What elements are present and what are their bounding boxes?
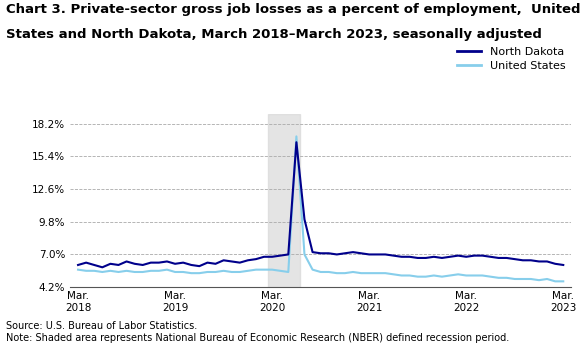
Bar: [268, 114, 300, 287]
Text: Source: U.S. Bureau of Labor Statistics.
Note: Shaded area represents National B: Source: U.S. Bureau of Labor Statistics.…: [6, 321, 509, 343]
Text: Chart 3. Private-sector gross job losses as a percent of employment,  United: Chart 3. Private-sector gross job losses…: [6, 3, 580, 17]
Legend: North Dakota, United States: North Dakota, United States: [457, 47, 566, 71]
Text: States and North Dakota, March 2018–March 2023, seasonally adjusted: States and North Dakota, March 2018–Marc…: [6, 28, 542, 41]
